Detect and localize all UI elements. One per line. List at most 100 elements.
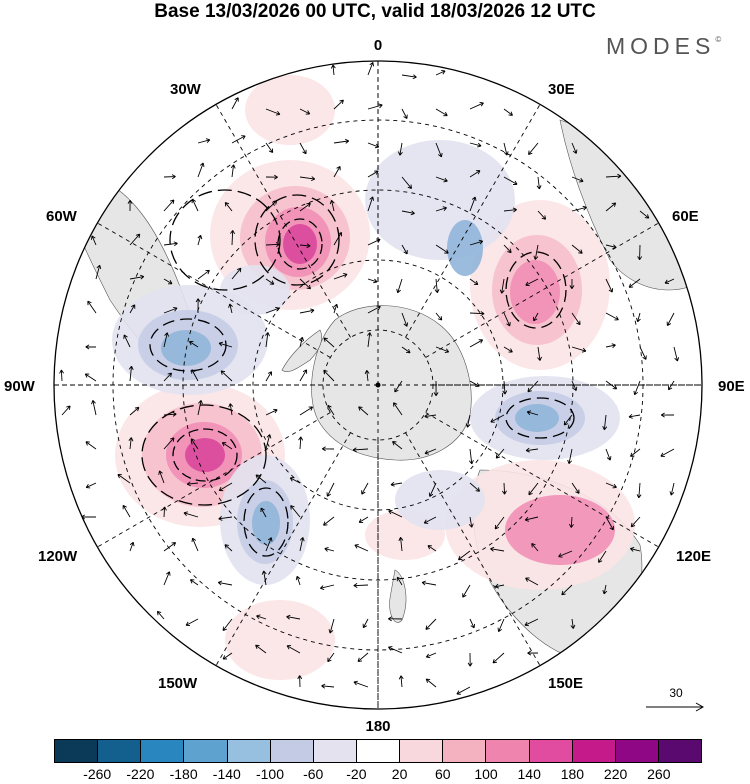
- wind-arrow: [639, 346, 647, 360]
- wind-arrow: [664, 278, 675, 285]
- wind-arrow: [605, 380, 618, 390]
- positive-anomaly-north-pacific: [225, 600, 335, 680]
- wind-arrow: [323, 369, 335, 382]
- wind-arrow: [128, 437, 134, 450]
- reference-vector: 30: [646, 686, 706, 716]
- wind-arrow: [469, 618, 475, 629]
- wind-arrow: [286, 645, 301, 654]
- meridian-line: [97, 412, 331, 548]
- colorbar-tick-label: -20: [346, 766, 367, 782]
- wind-arrow: [183, 511, 199, 518]
- negative-anomaly-pacific-inner: [252, 501, 280, 545]
- wind-arrow: [367, 305, 381, 314]
- meridian-line: [405, 432, 541, 666]
- wind-arrow: [503, 346, 513, 353]
- wind-arrow: [189, 341, 199, 348]
- lon-label-120w: 120W: [38, 548, 78, 565]
- wind-arrow: [571, 346, 587, 353]
- wind-arrow: [195, 298, 201, 314]
- wind-arrow: [462, 584, 471, 598]
- wind-arrow: [536, 176, 542, 190]
- wind-arrow: [503, 312, 511, 327]
- wind-arrow: [117, 473, 131, 484]
- wind-arrow: [396, 576, 403, 586]
- wind-arrow: [260, 507, 267, 518]
- wind-arrow: [129, 233, 141, 246]
- wind-arrow: [265, 371, 272, 382]
- wind-arrow: [397, 142, 403, 156]
- wind-arrow: [571, 312, 581, 326]
- wind-arrow: [605, 482, 617, 489]
- contour-pacific-1: [141, 404, 267, 506]
- wind-arrow: [469, 196, 477, 212]
- wind-arrow: [669, 482, 675, 496]
- wind-arrow: [191, 369, 199, 382]
- wind-arrow: [95, 264, 102, 280]
- wind-arrow: [605, 244, 617, 250]
- wind-arrow: [525, 577, 539, 586]
- wind-arrow: [91, 400, 97, 416]
- lon-label-90w: 90W: [4, 378, 36, 395]
- positive-anomaly-australia-inner: [505, 495, 615, 565]
- wind-arrow: [605, 278, 614, 293]
- pole-marker: [375, 382, 381, 388]
- wind-arrow: [570, 618, 576, 629]
- wind-arrow: [231, 267, 242, 280]
- wind-arrow: [666, 312, 675, 327]
- colorbar-tick-label: 260: [647, 766, 671, 782]
- antarctic-peninsula: [281, 329, 322, 372]
- wind-arrow: [571, 380, 578, 391]
- wind-arrow: [189, 579, 199, 586]
- wind-arrow: [127, 199, 133, 212]
- wind-arrow: [358, 406, 369, 416]
- wind-arrow: [401, 244, 408, 255]
- negative-anomaly-east-atlantic-inner: [447, 220, 483, 276]
- meridian-line: [405, 104, 541, 338]
- wind-arrow: [265, 200, 278, 212]
- wind-arrow: [367, 61, 375, 76]
- wind-arrow: [319, 584, 335, 590]
- wind-arrow: [158, 470, 165, 484]
- wind-arrow: [61, 405, 71, 416]
- wind-arrow: [190, 438, 199, 450]
- wind-arrow: [299, 278, 311, 290]
- wind-arrow: [367, 103, 383, 110]
- wind-arrow: [265, 434, 272, 450]
- lon-label-60e: 60E: [672, 208, 699, 225]
- wind-arrow: [558, 550, 573, 558]
- contour-atlantic-1: [254, 194, 340, 286]
- wind-arrow: [605, 173, 622, 179]
- wind-arrow: [265, 174, 278, 180]
- wind-arrow: [228, 403, 234, 416]
- wind-arrow: [186, 481, 199, 487]
- wind-arrow: [333, 273, 348, 280]
- wind-arrow: [59, 369, 64, 382]
- wind-arrow: [367, 332, 372, 348]
- wind-arrow: [81, 514, 97, 520]
- wind-arrow: [494, 583, 505, 589]
- wind-arrow: [321, 446, 335, 452]
- wind-arrow: [265, 306, 280, 314]
- wind-arrow: [265, 537, 273, 552]
- wind-arrow: [537, 346, 542, 361]
- wind-arrow: [528, 142, 539, 155]
- wind-arrow: [222, 618, 233, 632]
- wind-arrow: [353, 583, 369, 588]
- meridian-line: [215, 432, 351, 666]
- wind-arrow: [367, 142, 380, 149]
- wind-arrow: [224, 544, 233, 552]
- wind-arrow: [526, 410, 539, 416]
- wind-arrow: [191, 198, 199, 212]
- wind-arrow: [221, 442, 233, 450]
- colorbar-swatch: [529, 740, 573, 762]
- lon-label-180: 180: [365, 718, 390, 735]
- wind-arrow: [531, 543, 539, 552]
- wind-arrow: [425, 678, 437, 688]
- lon-label-30e: 30E: [548, 81, 575, 98]
- wind-arrow: [495, 448, 505, 459]
- wind-arrow: [265, 332, 270, 348]
- colorbar-swatch: [184, 740, 228, 762]
- colorbar-tick-label: 180: [560, 766, 585, 782]
- wind-arrow: [289, 477, 301, 484]
- colorbar-tick-label: 20: [391, 766, 408, 782]
